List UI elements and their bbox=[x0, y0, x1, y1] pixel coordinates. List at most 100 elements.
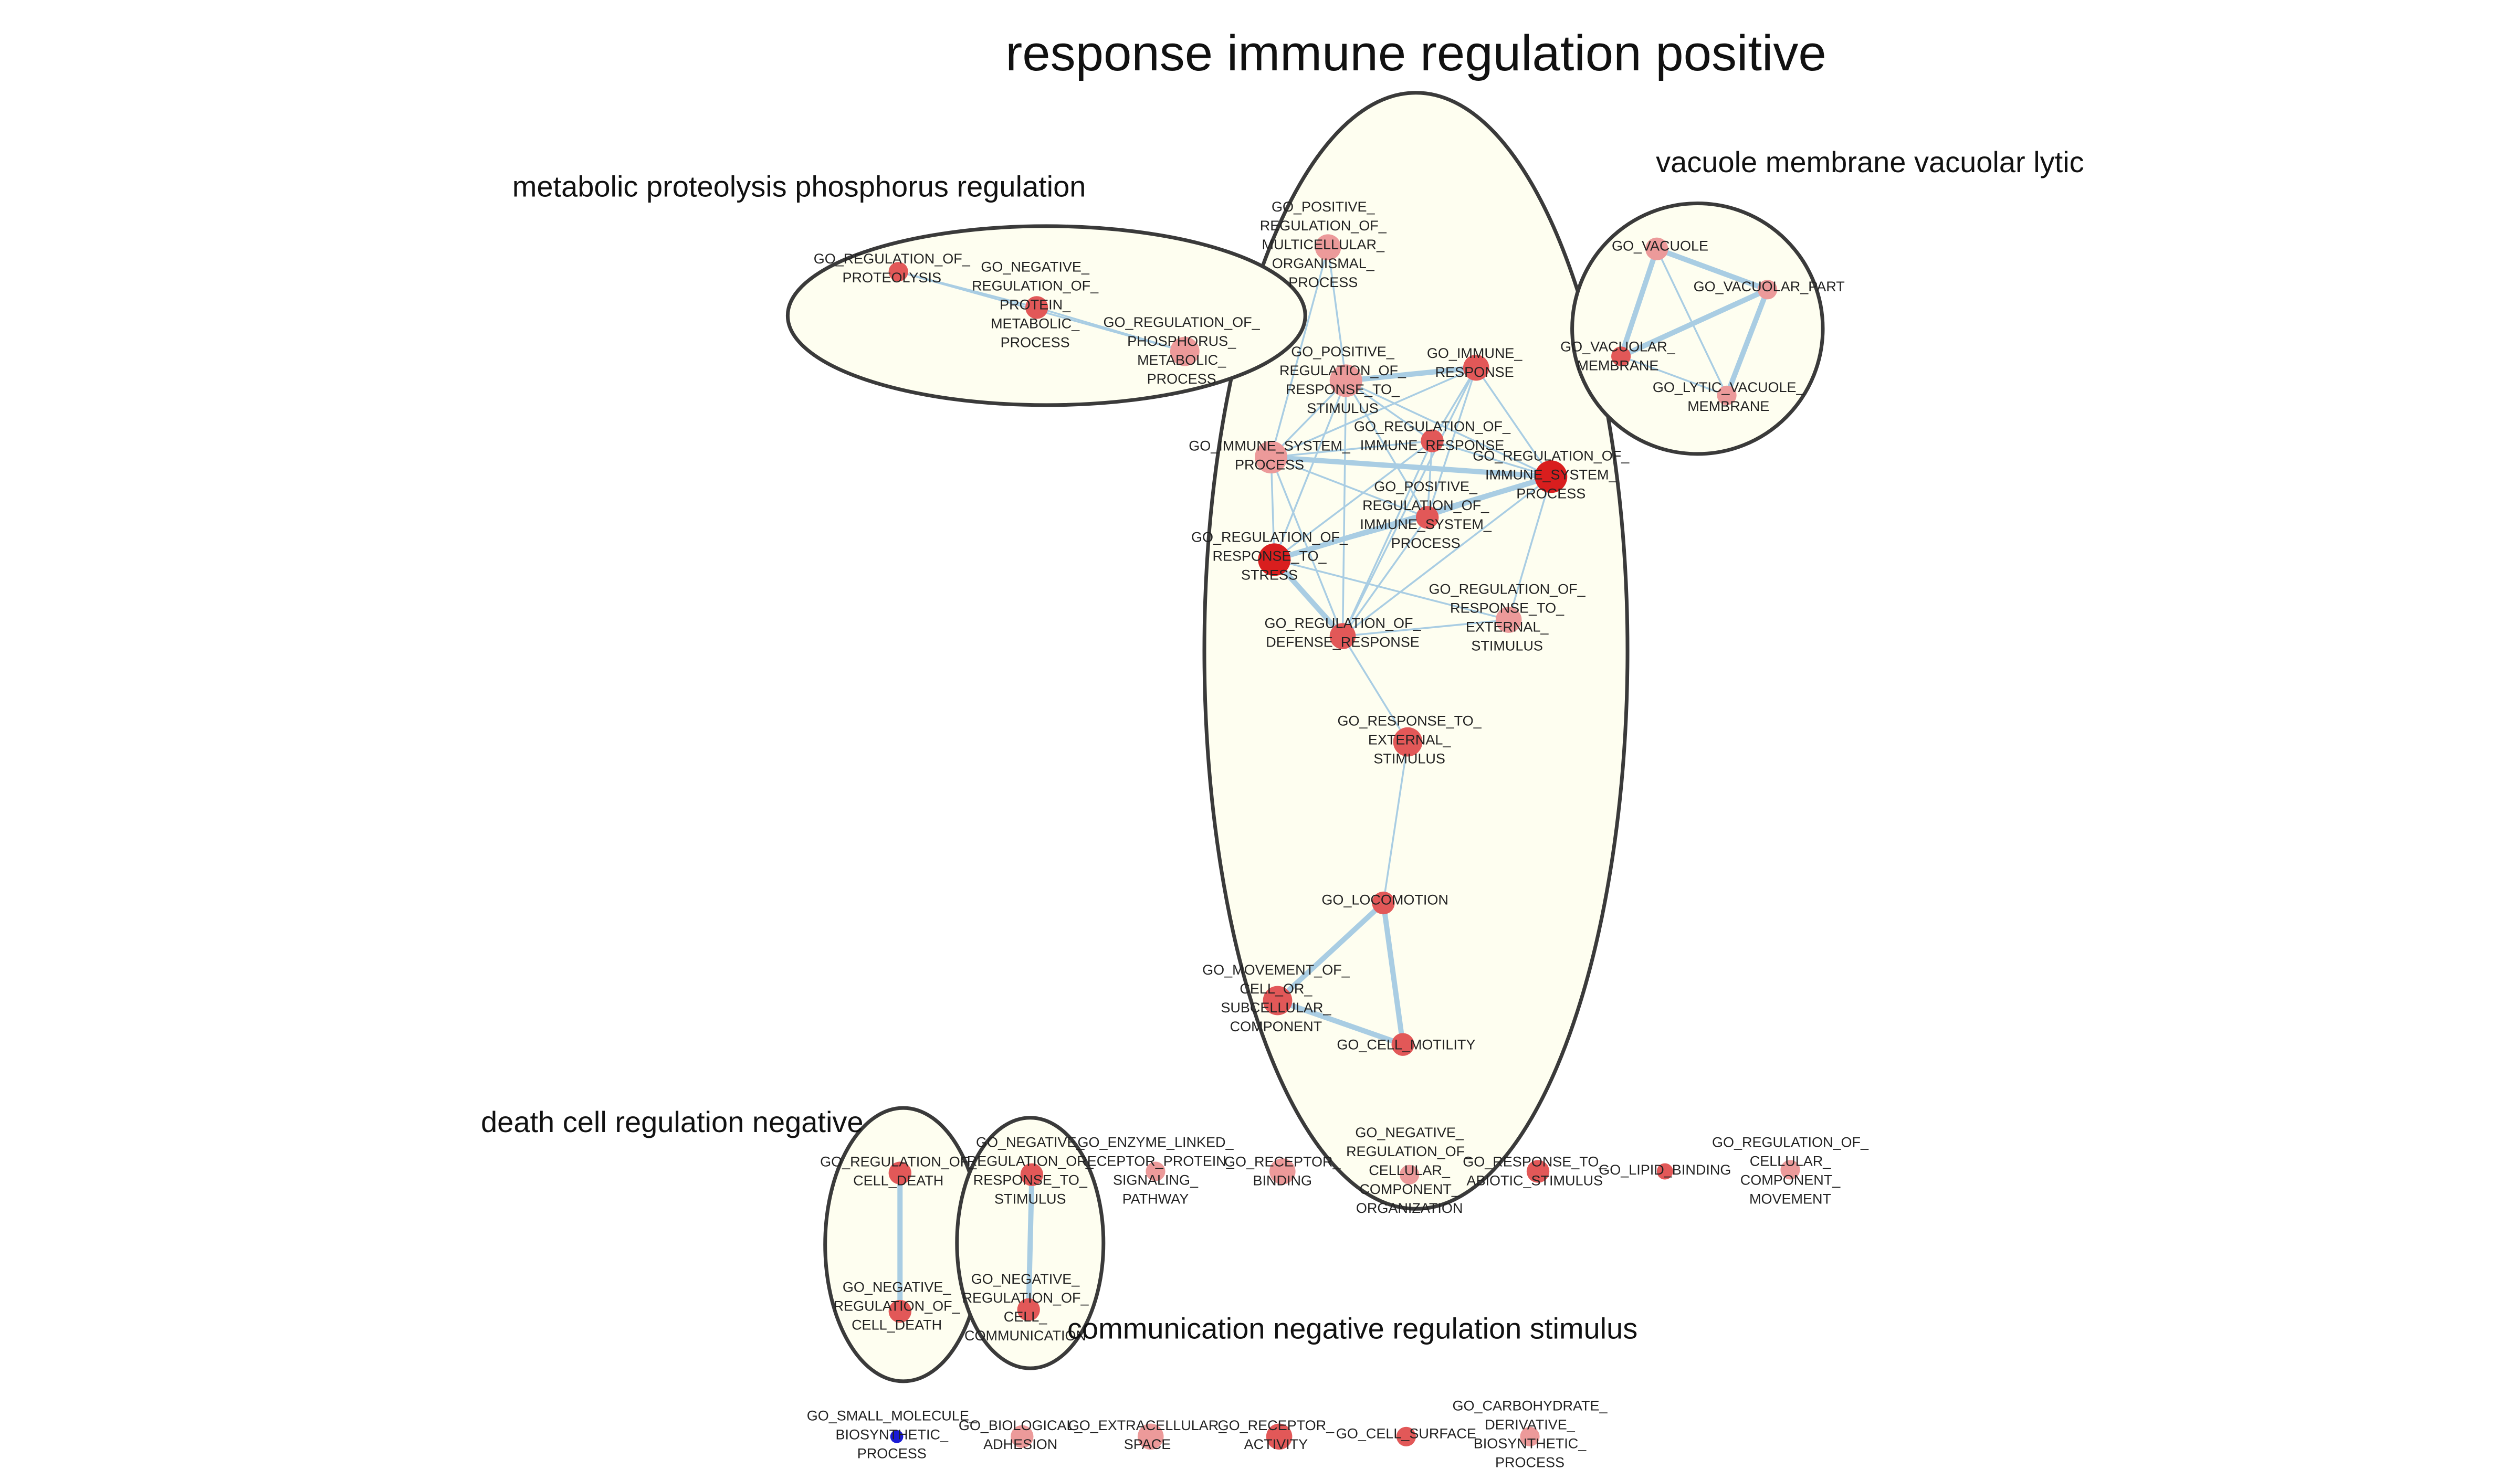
node-label-line: REGULATION_OF_ bbox=[1260, 218, 1387, 234]
node-label-line: GO_REGULATION_OF_ bbox=[1264, 616, 1421, 631]
edge-reg_defense_response-reg_response_external bbox=[1341, 619, 1510, 637]
node-label-line: GO_VACUOLAR_ bbox=[1560, 339, 1676, 355]
node-label-line: GO_LOCOMOTION bbox=[1321, 892, 1448, 908]
node-label-line: PROTEIN_ bbox=[1000, 297, 1071, 313]
node-reg-cellular-component-movement[interactable] bbox=[1780, 1160, 1800, 1180]
node-label-line: ORGANISMAL_ bbox=[1272, 256, 1375, 271]
node-label-small-molecule: GO_SMALL_MOLECULE_ BIOSYNTHETIC_ PROCESS bbox=[807, 1408, 978, 1461]
node-label-biological-adhesion: GO_BIOLOGICAL_ ADHESION bbox=[959, 1418, 1083, 1452]
node-label-receptor-activity: GO_RECEPTOR_ ACTIVITY bbox=[1218, 1418, 1335, 1452]
node-label-line: GO_POSITIVE_ bbox=[1291, 344, 1395, 360]
node-label-reg-cellular-component-movement: GO_REGULATION_OF_ CELLULAR_ COMPONENT_ MOVE… bbox=[1712, 1135, 1869, 1207]
node-response-abiotic[interactable] bbox=[1526, 1160, 1550, 1183]
node-neg-reg-cell-communication[interactable] bbox=[1017, 1298, 1040, 1322]
node-neg-reg-response-stimulus[interactable] bbox=[1020, 1163, 1044, 1186]
node-label-line: GO_ENZYME_LINKED_ bbox=[1077, 1135, 1234, 1150]
node-reg-response-stress[interactable] bbox=[1258, 543, 1291, 576]
node-receptor-activity[interactable] bbox=[1266, 1423, 1293, 1450]
node-label-line: GO_EXTRACELLULAR_ bbox=[1068, 1418, 1227, 1433]
node-reg-proteolysis[interactable] bbox=[888, 262, 908, 282]
node-label-line: GO_CELL_MOTILITY bbox=[1337, 1037, 1475, 1053]
node-label-line: GO_REGULATION_OF_ bbox=[814, 251, 971, 267]
edge-reg_immune_system_process-reg_response_external bbox=[1507, 475, 1552, 621]
node-neg-reg-cell-death[interactable] bbox=[888, 1299, 912, 1323]
node-label-line: GO_REGULATION_OF_ bbox=[820, 1154, 977, 1170]
cluster-title-metabolic: metabolic proteolysis phosphorus regulat… bbox=[512, 170, 1086, 203]
node-label-line: BINDING bbox=[1253, 1173, 1312, 1189]
node-neg-reg-protein-metabolic[interactable] bbox=[1025, 296, 1048, 319]
edge-pos_reg_immune_system_process-reg_defense_response bbox=[1341, 516, 1429, 637]
node-reg-immune-system-process[interactable] bbox=[1535, 460, 1568, 493]
node-label-line: GO_NEGATIVE_ bbox=[1355, 1125, 1464, 1140]
node-lytic-vacuole-membrane[interactable] bbox=[1717, 385, 1737, 405]
edge-immune_system_process-pos_reg_immune_system_process bbox=[1270, 456, 1429, 519]
node-reg-phosphorus[interactable] bbox=[1170, 336, 1200, 366]
node-label-line: STIMULUS bbox=[1471, 638, 1543, 654]
node-receptor-binding[interactable] bbox=[1269, 1158, 1296, 1185]
node-label-pos-reg-response-stimulus: GO_POSITIVE_ REGULATION_OF_ RESPONSE_TO_ ST… bbox=[1279, 344, 1406, 416]
node-label-line: GO_BIOLOGICAL_ bbox=[959, 1418, 1083, 1433]
node-label-line: SUBCELLULAR_ bbox=[1221, 1000, 1331, 1016]
node-carbohydrate[interactable] bbox=[1520, 1426, 1540, 1446]
node-pos-reg-response-stimulus[interactable] bbox=[1329, 364, 1362, 397]
node-label-line: REGULATION_OF_ bbox=[972, 278, 1099, 294]
node-label-cell-surface: GO_CELL_SURFACE bbox=[1336, 1425, 1476, 1441]
node-label-line: DERIVATIVE_ bbox=[1485, 1417, 1576, 1433]
node-label-vacuolar-membrane: GO_VACUOLAR_ MEMBRANE bbox=[1560, 339, 1676, 374]
edge-vacuolar_membrane-lytic_vacuole_membrane bbox=[1620, 355, 1728, 397]
node-reg-cell-death[interactable] bbox=[888, 1161, 912, 1185]
node-label-line: CELL_DEATH bbox=[853, 1173, 943, 1189]
node-label-reg-immune-system-process: GO_REGULATION_OF_ IMMUNE_SYSTEM_ PROCESS bbox=[1473, 448, 1630, 501]
node-label-reg-cell-death: GO_REGULATION_OF_ CELL_DEATH bbox=[820, 1154, 977, 1189]
node-pos-reg-immune-system-process[interactable] bbox=[1416, 506, 1439, 529]
node-reg-response-external[interactable] bbox=[1495, 607, 1522, 633]
node-label-line: MOVEMENT bbox=[1749, 1191, 1831, 1207]
node-neg-reg-cellular-component[interactable] bbox=[1400, 1165, 1420, 1185]
cluster-title-vacuole: vacuole membrane vacuolar lytic bbox=[1656, 145, 2084, 178]
edge-reg_immune_response-reg_immune_system_process bbox=[1431, 440, 1552, 478]
node-vacuolar-membrane[interactable] bbox=[1611, 346, 1631, 366]
node-vacuole[interactable] bbox=[1645, 237, 1668, 260]
node-immune-system-process[interactable] bbox=[1255, 441, 1288, 474]
node-label-line: CELL_DEATH bbox=[852, 1317, 942, 1333]
node-cell-motility[interactable] bbox=[1391, 1033, 1414, 1056]
node-label-line: GO_REGULATION_OF_ bbox=[1354, 419, 1511, 435]
node-label-vacuole: GO_VACUOLE bbox=[1612, 238, 1708, 253]
edge-pos_reg_response_stimulus-reg_immune_system_process bbox=[1345, 379, 1552, 478]
node-label-pos-reg-multicellular: GO_POSITIVE_ REGULATION_OF_ MULTICELLULAR_… bbox=[1260, 199, 1387, 290]
edge-reg_defense_response-response_external bbox=[1341, 635, 1409, 743]
node-vacuolar-part[interactable] bbox=[1758, 280, 1778, 300]
node-label-line: PROCESS bbox=[1391, 535, 1461, 551]
node-label-immune-system-process: GO_IMMUNE_SYSTEM_ PROCESS bbox=[1189, 438, 1351, 473]
edge-neg_reg_response_stimulus-neg_reg_cell_communication bbox=[1026, 1172, 1035, 1313]
node-label-response-external: GO_RESPONSE_TO_ EXTERNAL_ STIMULUS bbox=[1338, 713, 1482, 767]
node-label-line: GO_SMALL_MOLECULE_ bbox=[807, 1408, 978, 1423]
node-label-line: GO_LIPID_BINDING bbox=[1599, 1162, 1731, 1178]
edge-immune_response-pos_reg_immune_system_process bbox=[1426, 366, 1477, 519]
node-enzyme-linked[interactable] bbox=[1146, 1161, 1166, 1181]
node-small-molecule[interactable] bbox=[890, 1430, 904, 1443]
node-locomotion[interactable] bbox=[1372, 891, 1395, 915]
node-immune-response[interactable] bbox=[1463, 354, 1489, 381]
node-reg-immune-response[interactable] bbox=[1421, 429, 1444, 452]
cluster-title-communication: communication negative regulation stimul… bbox=[1067, 1312, 1637, 1345]
node-extracellular-space[interactable] bbox=[1137, 1423, 1164, 1450]
node-biological-adhesion[interactable] bbox=[1011, 1425, 1034, 1448]
edge-pos_reg_immune_system_process-reg_response_stress bbox=[1273, 516, 1429, 561]
node-response-external[interactable] bbox=[1393, 727, 1423, 757]
node-pos-reg-multicellular[interactable] bbox=[1315, 234, 1341, 261]
edge-reg_response_stress-reg_response_external bbox=[1273, 558, 1510, 621]
node-label-reg-response-external: GO_REGULATION_OF_ RESPONSE_TO_ EXTERNAL_ ST… bbox=[1429, 582, 1586, 654]
edge-pos_reg_response_stimulus-reg_immune_response bbox=[1345, 379, 1433, 442]
edge-pos_reg_response_stimulus-reg_response_stress bbox=[1273, 379, 1347, 561]
node-lipid-binding[interactable] bbox=[1656, 1163, 1673, 1180]
node-label-line: GO_RESPONSE_TO_ bbox=[1338, 713, 1482, 729]
node-reg-defense-response[interactable] bbox=[1329, 623, 1356, 649]
node-cell-surface[interactable] bbox=[1396, 1426, 1416, 1446]
node-movement-cell[interactable] bbox=[1263, 986, 1293, 1016]
node-label-line: GO_REGULATION_OF_ bbox=[1712, 1135, 1869, 1150]
edge-immune_system_process-reg_immune_system_process bbox=[1268, 454, 1554, 480]
node-label-line: GO_REGULATION_OF_ bbox=[1104, 314, 1261, 330]
edge-pos_reg_multicellular-immune_system_process bbox=[1270, 246, 1329, 458]
node-label-reg-defense-response: GO_REGULATION_OF_ DEFENSE_RESPONSE bbox=[1264, 616, 1421, 650]
